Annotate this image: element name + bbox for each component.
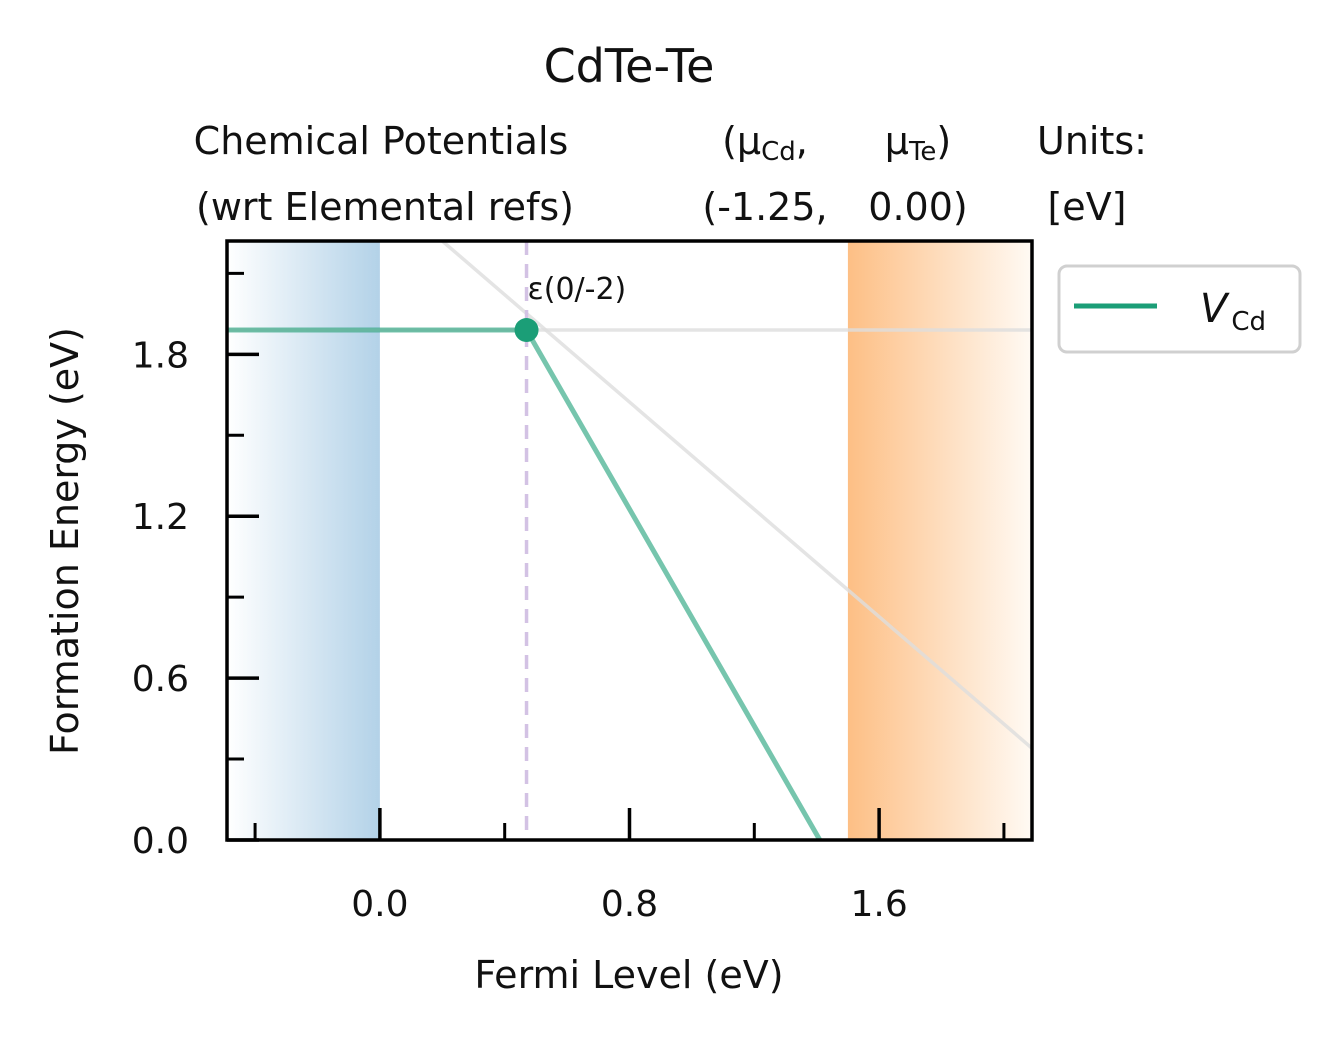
- legend: V Cd: [1057, 264, 1302, 354]
- subtitle-units-value: [eV]: [1047, 185, 1126, 229]
- x-tick-label: 0.8: [601, 884, 658, 925]
- y-tick-label: 0.0: [132, 821, 189, 862]
- x-tick-label: 1.6: [850, 884, 907, 925]
- y-axis-label: Formation Energy (eV): [43, 327, 87, 755]
- chart-title: CdTe-Te: [544, 39, 715, 93]
- chart-subtitle: Chemical Potentials (μCd, μTe) Units: (w…: [194, 119, 1147, 229]
- axis-ticks: 0.0 0.8 1.6 0.0 0.6 1.2 1.8: [132, 271, 1006, 925]
- y-tick-label: 1.8: [132, 335, 189, 376]
- subtitle-mu-te-value: 0.00): [868, 185, 967, 229]
- subtitle-chem-potentials: Chemical Potentials: [194, 119, 569, 163]
- y-tick-label: 1.2: [132, 497, 189, 538]
- legend-box: [1057, 264, 1302, 354]
- x-tick-label: 0.0: [351, 884, 408, 925]
- x-axis-label: Fermi Level (eV): [474, 953, 783, 997]
- subtitle-wrt-refs: (wrt Elemental refs): [196, 185, 574, 229]
- transition-point-marker: [514, 318, 539, 343]
- transition-label: ε(0/-2): [528, 272, 627, 307]
- y-tick-label: 0.6: [132, 659, 189, 700]
- subtitle-mu-te: μTe): [885, 119, 951, 167]
- valence-band-region: [227, 241, 380, 840]
- background-line-1: [441, 241, 1032, 750]
- subtitle-units: Units:: [1037, 119, 1147, 163]
- subtitle-mu-cd: (μCd,: [722, 119, 808, 167]
- legend-label-v-cd: V Cd: [1200, 286, 1266, 337]
- subtitle-mu-cd-value: (-1.25,: [702, 185, 827, 229]
- conduction-band-region: [847, 241, 1032, 840]
